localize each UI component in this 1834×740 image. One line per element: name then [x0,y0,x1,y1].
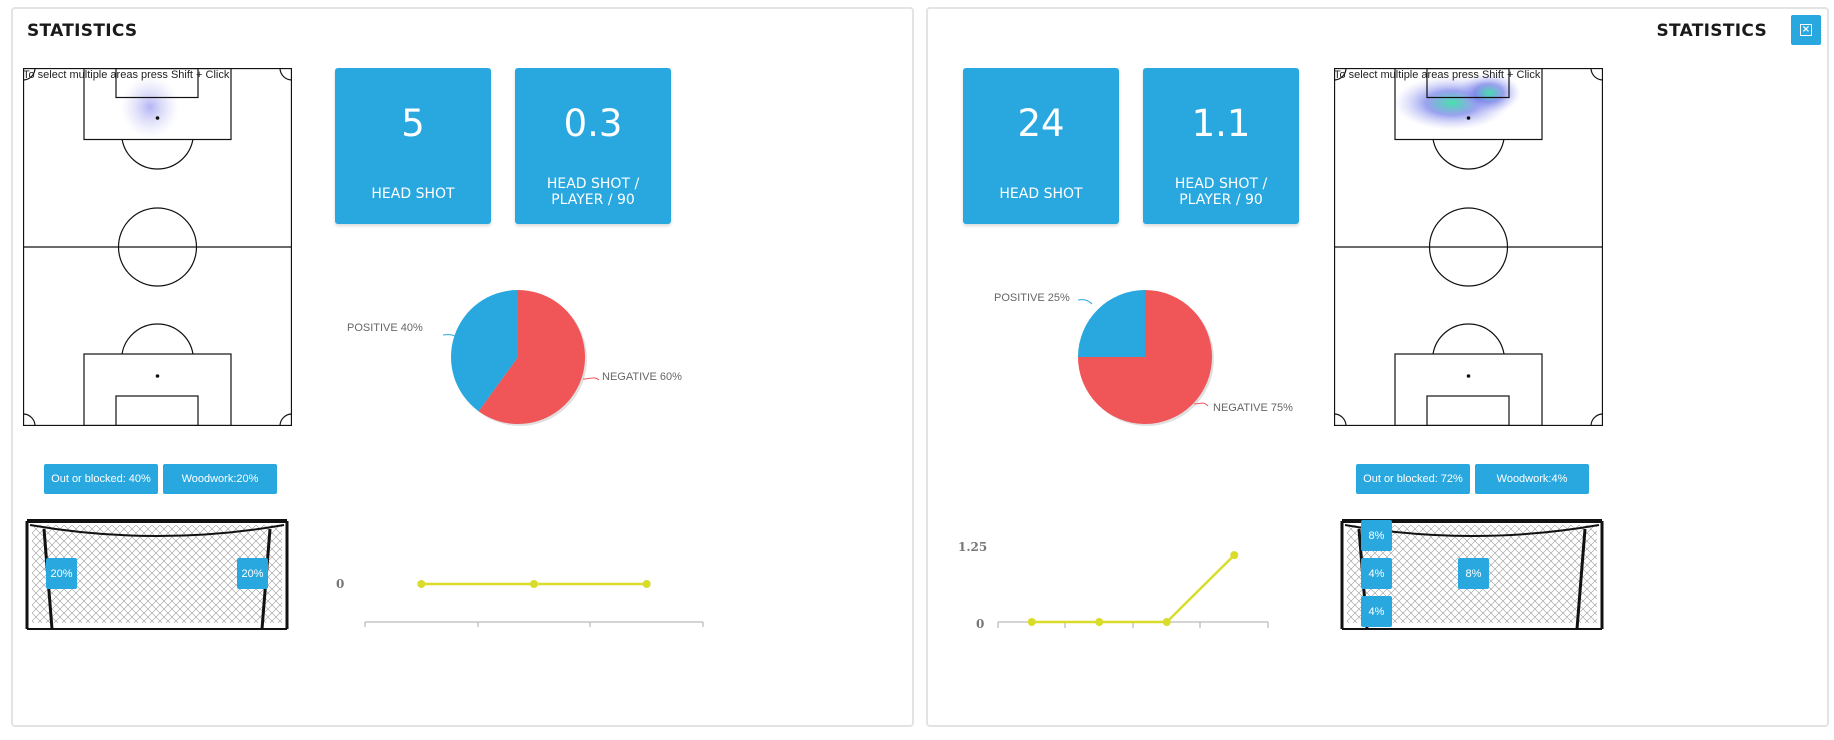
pie-leader-lines [1078,299,1209,407]
line-series [1031,554,1236,624]
pie-leader-lines [442,334,600,381]
stat-label: HEAD SHOT [999,186,1083,202]
line-chart: 1.25 0 [958,540,1269,631]
stat-label: HEAD SHOT / PLAYER / 90 [1174,176,1268,208]
y-tick-label: 0 [976,617,984,631]
out-or-blocked-pill[interactable]: Out or blocked: 40% [44,464,158,494]
pie-label-negative: NEGATIVE 75% [1213,402,1293,414]
stat-card-head-shot: 5 HEAD SHOT [335,68,491,224]
out-or-blocked-pill[interactable]: Out or blocked: 72% [1356,464,1470,494]
woodwork-pill[interactable]: Woodwork:4% [1475,464,1589,494]
pie-label-negative: NEGATIVE 60% [602,371,682,383]
pitch-hint: To select multiple areas press Shift + C… [23,69,230,81]
statistics-panel-right: STATISTICS × 24 HEAD SHOT 1.1 HEAD SHOT … [926,7,1829,727]
pie-label-positive: POSITIVE 40% [347,322,423,334]
line-point [530,580,538,588]
pie-chart [451,290,587,426]
goal-zone-badge[interactable]: 20% [46,558,77,589]
line-point [1095,618,1104,626]
pitch-map[interactable]: To select multiple areas press Shift + C… [1333,67,1604,427]
y-tick-label: 0 [336,577,344,591]
pie-slice-negative [478,290,585,424]
woodwork-pill[interactable]: Woodwork:20% [163,464,277,494]
line-point [1230,551,1239,560]
close-icon: × [1800,24,1812,36]
panel-title: STATISTICS [1656,21,1767,41]
stat-card-head-shot: 24 HEAD SHOT [963,68,1119,224]
goal-zone-badge[interactable]: 4% [1361,596,1392,627]
pie-slice-positive [451,290,518,412]
goal-zone-badge[interactable]: 8% [1458,558,1489,589]
y-tick-label: 1.25 [958,540,987,554]
line-chart: 0 [336,577,704,627]
line-point [642,580,651,588]
pitch-map[interactable]: To select multiple areas press Shift + C… [22,67,293,427]
stat-value: 24 [1017,102,1065,145]
stat-value: 1.1 [1191,102,1251,145]
stat-card-head-shot-per-90: 1.1 HEAD SHOT / PLAYER / 90 [1143,68,1299,224]
panel-title: STATISTICS [27,21,138,41]
stat-card-head-shot-per-90: 0.3 HEAD SHOT / PLAYER / 90 [515,68,671,224]
pie-slice-positive [1078,290,1145,357]
line-point [1027,618,1036,626]
pie-chart [1078,290,1214,426]
goal-zone-badge[interactable]: 20% [237,558,268,589]
goal-map[interactable]: 20% 20% [24,517,290,631]
goal-zone-badge[interactable]: 4% [1361,558,1392,589]
pie-label-positive: POSITIVE 25% [994,292,1070,304]
stat-label: HEAD SHOT [371,186,455,202]
stat-value: 0.3 [563,102,623,145]
statistics-panel-left: STATISTICS [11,7,914,727]
line-point [1162,618,1171,626]
close-button[interactable]: × [1791,15,1821,45]
line-point [417,580,426,588]
pitch-hint: To select multiple areas press Shift + C… [1334,69,1541,81]
goal-zone-badge[interactable]: 8% [1361,520,1392,551]
stat-value: 5 [401,102,425,145]
stat-label: HEAD SHOT / PLAYER / 90 [546,176,640,208]
goal-map[interactable]: 8% 4% 4% 8% [1339,517,1605,631]
